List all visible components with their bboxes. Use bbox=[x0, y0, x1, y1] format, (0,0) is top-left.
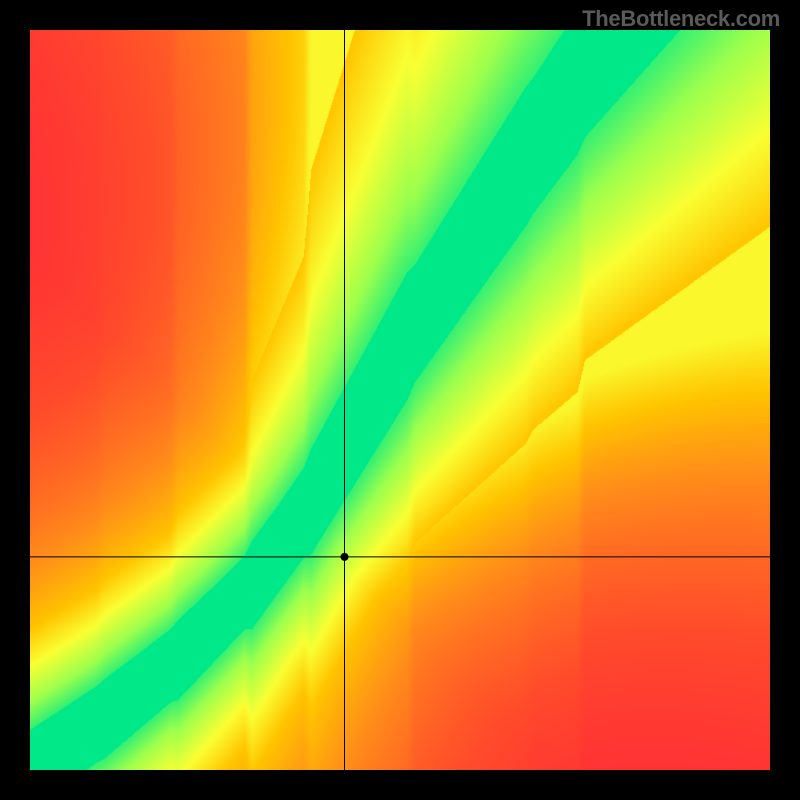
watermark-label: TheBottleneck.com bbox=[582, 6, 780, 32]
heatmap-canvas bbox=[30, 30, 770, 770]
chart-container: { "watermark": "TheBottleneck.com", "cha… bbox=[0, 0, 800, 800]
